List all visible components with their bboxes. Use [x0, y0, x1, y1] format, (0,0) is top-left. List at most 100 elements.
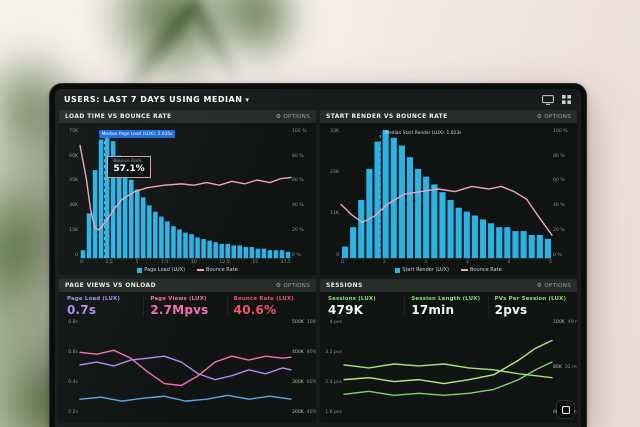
- options-button[interactable]: ⚙ OPTIONS: [275, 281, 310, 289]
- panel-grid: LOAD TIME VS BOUNCE RATE ⚙ OPTIONS 75K 60…: [55, 110, 581, 427]
- axis-label: 0.6s: [68, 350, 78, 356]
- legend-label: Page Load (LUX): [144, 267, 186, 274]
- axis-label: 4: [507, 260, 511, 266]
- axis-label: 400K 80%: [292, 350, 316, 356]
- panel-title: LOAD TIME VS BOUNCE RATE: [65, 113, 172, 120]
- gear-icon: ⚙: [275, 281, 282, 289]
- floating-overlay-button[interactable]: [557, 401, 574, 418]
- axis-label: 1: [382, 260, 386, 266]
- axis-label: 0.8s: [68, 320, 78, 326]
- metric-page-views: Page Views (LUX) 2.7Mpvs: [143, 296, 226, 318]
- legend-label: Start Render (LUX): [402, 267, 449, 274]
- y-axis-left: 75K 60K 45K 30K 15K 0: [61, 129, 78, 258]
- axis-label: 60K: [69, 153, 78, 159]
- metric-row: Sessions (LUX) 479K Session Length (LUX)…: [320, 292, 577, 318]
- axis-label: 17.5: [280, 260, 291, 266]
- page-views-chart: [80, 321, 291, 419]
- x-axis: 0 1 2 3 4 5: [341, 260, 552, 265]
- axis-label: 100 %: [292, 129, 307, 134]
- axis-label: 33K: [330, 129, 339, 134]
- axis-label: 12.5: [219, 260, 230, 266]
- panel-title: SESSIONS: [326, 282, 363, 290]
- axis-label: 0: [80, 260, 83, 266]
- axis-label: 40 %: [553, 203, 565, 209]
- axis-label: 11K: [330, 211, 339, 217]
- panel-body: 75K 60K 45K 30K 15K 0 Median Page Load (…: [59, 123, 316, 275]
- panel-load-time: LOAD TIME VS BOUNCE RATE ⚙ OPTIONS 75K 60…: [59, 110, 316, 276]
- axis-label: 100 %: [553, 129, 568, 134]
- axis-label: 15: [252, 260, 259, 266]
- axis-label: 7.5: [161, 260, 169, 266]
- metric-label: Page Load (LUX): [67, 296, 121, 303]
- gear-icon: ⚙: [536, 112, 543, 120]
- axis-label: 5: [549, 260, 552, 266]
- panel-start-render: START RENDER VS BOUNCE RATE ⚙ OPTIONS 33K…: [320, 110, 577, 276]
- axis-label: 0: [341, 260, 344, 266]
- callout-value: 57.1%: [113, 163, 145, 174]
- y-axis-left: 0.8s 0.6s 0.4s 0.2s: [61, 321, 78, 416]
- legend-item[interactable]: Bounce Rate: [197, 267, 238, 273]
- panel-title: START RENDER VS BOUNCE RATE: [326, 113, 448, 120]
- legend-item[interactable]: Page Load (LUX): [137, 267, 185, 273]
- y-axis-left: 4 pvs 3.2 pvs 2.4 pvs 1.6 pvs: [322, 321, 342, 416]
- axis-label: 3: [465, 260, 469, 266]
- axis-label: 15K: [69, 227, 78, 233]
- axis-label: 20 %: [553, 227, 565, 233]
- axis-label: 3.2 pvs: [325, 350, 342, 356]
- options-label: OPTIONS: [544, 282, 571, 289]
- y-axis-right: 100 % 80 % 60 % 40 % 20 % 0 %: [292, 129, 314, 258]
- axis-label: 30K: [69, 203, 78, 209]
- pink-line-icon: [461, 269, 468, 272]
- axis-label: 4 pvs: [329, 320, 342, 326]
- metric-page-load: Page Load (LUX) 0.7s: [65, 296, 143, 317]
- axis-label: 200K 40%: [292, 410, 316, 416]
- blue-swatch-icon: [395, 267, 401, 273]
- legend-item[interactable]: Start Render (LUX): [395, 267, 449, 273]
- axis-label: 60 %: [553, 178, 565, 184]
- options-button[interactable]: ⚙ OPTIONS: [536, 112, 571, 120]
- page-views-chart-svg: [80, 321, 291, 419]
- x-axis: 0 2.5 5 7.5 10 12.5 15 17.5: [80, 260, 291, 265]
- gear-icon: ⚙: [275, 112, 282, 120]
- panel-page-views: PAGE VIEWS VS ONLOAD ⚙ OPTIONS Page Load …: [59, 279, 316, 423]
- median-label: Median Start Render (LUX): 1.023s: [385, 131, 462, 136]
- metric-session-length: Session Length (LUX) 17min: [404, 296, 487, 318]
- axis-label: 0 %: [553, 252, 562, 258]
- axis-label: 20 %: [292, 227, 304, 233]
- y-axis-right: 100 % 80 % 60 % 40 % 20 % 0 %: [553, 129, 575, 258]
- panel-header: SESSIONS ⚙ OPTIONS: [320, 279, 577, 293]
- axis-label: 0 %: [292, 252, 301, 258]
- axis-label: 1.6 pvs: [325, 410, 342, 416]
- axis-label: 0.4s: [68, 380, 78, 386]
- display-icon[interactable]: [542, 94, 554, 105]
- axis-label: 300K 60%: [292, 380, 316, 386]
- start-render-chart-svg: [341, 130, 552, 259]
- rounded-square-icon: [561, 405, 570, 414]
- dashboard-title[interactable]: USERS: LAST 7 DAYS USING MEDIAN: [64, 95, 243, 104]
- median-label: Median Page Load (LUX): 2.035s: [98, 130, 175, 138]
- callout-label: Bounce Rate: [113, 158, 142, 164]
- metric-row: Page Load (LUX) 0.7s Page Views (LUX) 2.…: [59, 292, 316, 318]
- legend-label: Bounce Rate: [470, 267, 502, 274]
- chevron-down-icon[interactable]: ▾: [245, 95, 249, 104]
- metric-value: 0.7s: [67, 303, 97, 318]
- options-button[interactable]: ⚙ OPTIONS: [275, 112, 310, 120]
- start-render-chart: Median Start Render (LUX): 1.023s: [341, 130, 552, 259]
- metric-label: Page Views (LUX): [150, 296, 207, 303]
- legend-item[interactable]: Bounce Rate: [461, 267, 502, 273]
- panel-header: LOAD TIME VS BOUNCE RATE ⚙ OPTIONS: [59, 110, 316, 123]
- laptop: USERS: LAST 7 DAYS USING MEDIAN ▾ LOAD T: [49, 83, 587, 427]
- plant-leaf: [192, 0, 320, 83]
- grid-icon[interactable]: [560, 95, 572, 105]
- axis-label: 10: [190, 260, 197, 266]
- axis-label: 22K: [330, 170, 339, 176]
- options-button[interactable]: ⚙ OPTIONS: [537, 282, 571, 289]
- panel-title: PAGE VIEWS VS ONLOAD: [65, 282, 156, 290]
